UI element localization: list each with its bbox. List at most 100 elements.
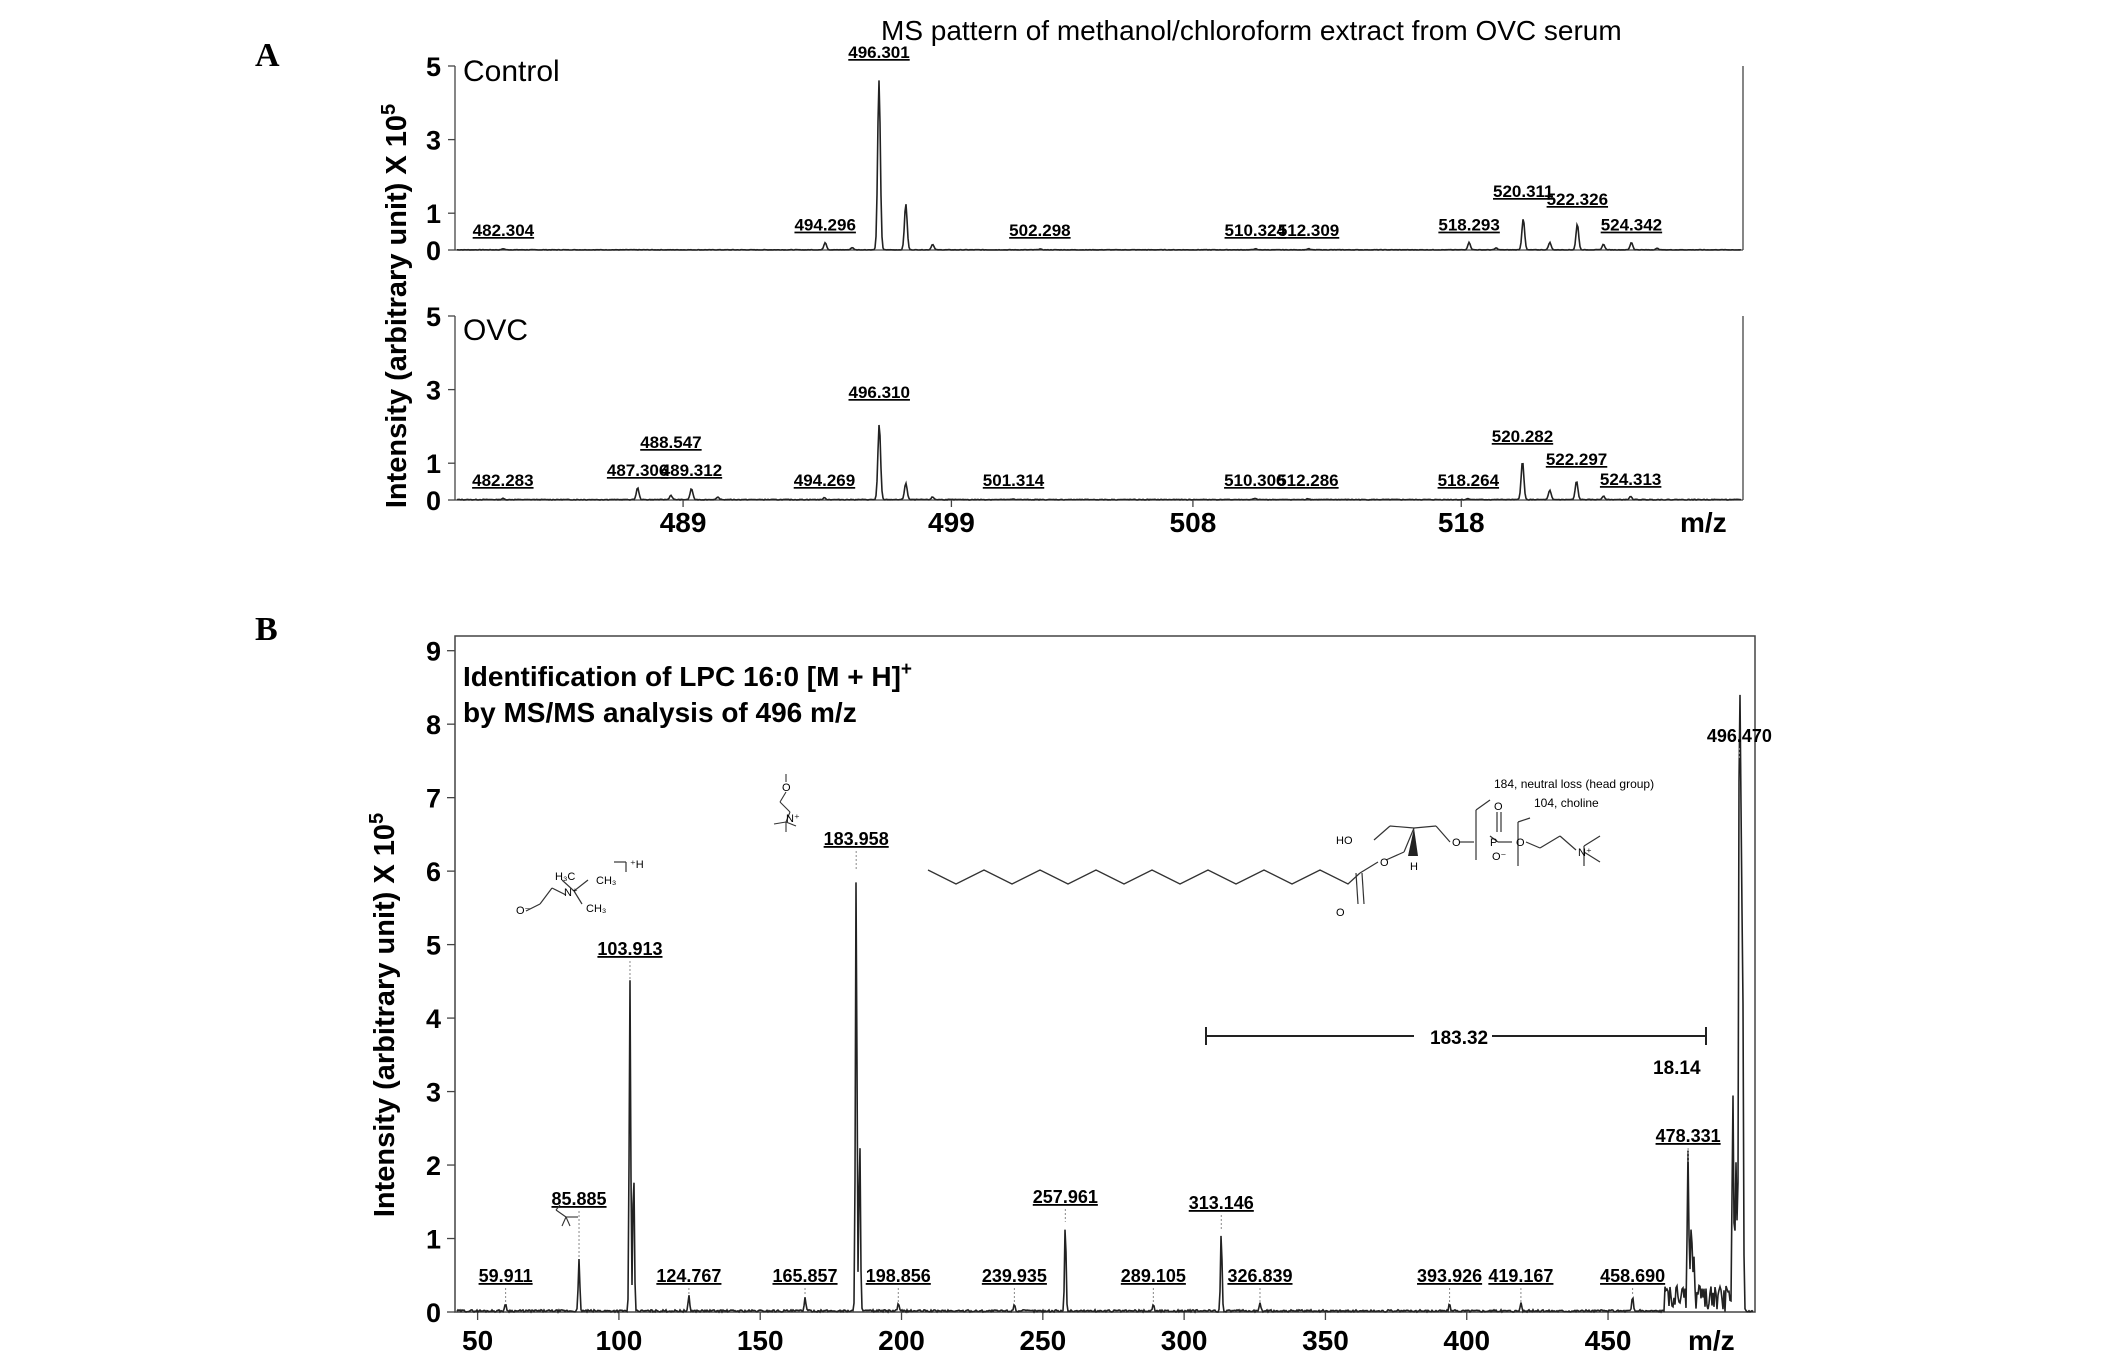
panel-b-y-tick-label: 6 xyxy=(426,857,441,887)
panel-b-x-tick-label: 50 xyxy=(462,1325,493,1356)
msms-peak-label: 257.961 xyxy=(1033,1187,1098,1207)
svg-text:O: O xyxy=(1336,907,1345,919)
svg-text:Intensity (arbitrary unit) X 1: Intensity (arbitrary unit) X 105 xyxy=(378,104,413,508)
msms-spectrum xyxy=(456,694,1754,1314)
msms-peak-label: 183.958 xyxy=(824,829,889,849)
control-peak-label: 512.309 xyxy=(1278,221,1339,240)
control-y-tick-label: 1 xyxy=(426,199,441,229)
ovc-peak-label: 522.297 xyxy=(1546,450,1607,469)
control-spectrum xyxy=(457,80,1742,251)
panel-b-y-tick-label: 1 xyxy=(426,1225,441,1255)
control-spectrum-line xyxy=(457,80,1742,251)
ovc-peak-label: 512.286 xyxy=(1277,471,1338,490)
msms-peak-label: 289.105 xyxy=(1121,1266,1186,1286)
svg-text:O⁻: O⁻ xyxy=(516,905,531,917)
msms-peak-label: 239.935 xyxy=(982,1266,1047,1286)
control-peak-label: 494.296 xyxy=(794,216,855,235)
control-peak-label: 520.311 xyxy=(1493,182,1554,201)
panel-b-x-tick-label: 200 xyxy=(878,1325,925,1356)
msms-spectrum-line xyxy=(456,694,1754,1314)
msms-peak-label: 85.885 xyxy=(551,1189,606,1209)
lpc-wedge xyxy=(1408,828,1418,856)
msms-peak-label: 496.470 xyxy=(1707,726,1772,746)
control-y-tick-label: 3 xyxy=(426,126,441,156)
ovc-y-tick-label: 0 xyxy=(426,486,441,516)
msms-peak-label: 458.690 xyxy=(1600,1266,1665,1286)
choline-fragment-label: 104, choline xyxy=(1534,796,1599,810)
ovc-peak-label: 510.306 xyxy=(1224,471,1285,490)
control-peak-label: 524.342 xyxy=(1601,216,1662,235)
panel-b-x-axis-label: m/z xyxy=(1688,1325,1735,1356)
panel-b-letter: B xyxy=(255,611,278,648)
svg-text:O: O xyxy=(1452,837,1461,849)
series-label-ovc: OVC xyxy=(463,314,528,347)
msms-peak-label: 419.167 xyxy=(1488,1266,1553,1286)
series-label-control: Control xyxy=(463,55,560,88)
msms-peak-labels: 59.911 85.885 103.913 124.767 165.857 183.958… xyxy=(479,726,1772,1303)
msms-peak-label: 165.857 xyxy=(772,1266,837,1286)
svg-text:P: P xyxy=(1490,837,1497,849)
ovc-peak-label: 520.282 xyxy=(1492,427,1553,446)
control-y-tick-label: 0 xyxy=(426,236,441,266)
panel-b-y-axis-label: Intensity (arbitrary unit) X 105 xyxy=(366,813,401,1217)
svg-text:CH₃: CH₃ xyxy=(596,875,616,887)
msms-peak-label: 124.767 xyxy=(656,1266,721,1286)
panel-b-y-tick-label: 8 xyxy=(426,710,441,740)
panel-b-y-axis-label-text: Intensity (arbitrary unit) X 10 xyxy=(369,824,401,1217)
control-peak-label: 496.301 xyxy=(848,43,909,62)
panel-a-letter: A xyxy=(255,37,280,74)
ovc-peak-label: 488.547 xyxy=(640,433,701,452)
control-y-ticks: 5 3 1 0 xyxy=(426,52,455,266)
msms-peak-label: 103.913 xyxy=(597,939,662,959)
panel-b-x-ticks: 50 100 150 200 250 300 350 400 450 xyxy=(462,1312,1631,1356)
svg-text:O: O xyxy=(1516,837,1525,849)
panel-b-y-tick-label: 9 xyxy=(426,637,441,667)
control-peak-label: 518.293 xyxy=(1438,216,1499,235)
panel-b-y-tick-label: 2 xyxy=(426,1151,441,1181)
ovc-peak-label: 524.313 xyxy=(1600,470,1661,489)
panel-b-y-ticks: 0 1 2 3 4 5 6 7 8 9 xyxy=(426,637,455,1328)
panel-b-title-line2: by MS/MS analysis of 496 m/z xyxy=(463,697,857,728)
panel-b-y-tick-label: 7 xyxy=(426,784,441,814)
lpc-structure-icon: O O HO H O P O O⁻ O N⁺ 184, neutral loss… xyxy=(927,777,1654,919)
panel-a-y-axis-label-text: Intensity (arbitrary unit) X 10 xyxy=(381,115,413,508)
msms-peak-label: 198.856 xyxy=(866,1266,931,1286)
panel-a-title: MS pattern of methanol/chloroform extrac… xyxy=(881,15,1622,46)
ovc-peak-label: 518.264 xyxy=(1438,471,1500,490)
panel-a-x-ticks: 489 499 508 518 xyxy=(660,500,1485,538)
ovc-y-tick-label: 5 xyxy=(426,302,441,332)
neutral-loss-label: 183.32 xyxy=(1430,1028,1488,1049)
panel-b-x-tick-label: 100 xyxy=(596,1325,643,1356)
ovc-peak-label: 496.310 xyxy=(849,383,910,402)
panel-b-y-tick-label: 3 xyxy=(426,1078,441,1108)
panel-b-x-tick-label: 250 xyxy=(1019,1325,1066,1356)
svg-text:H₃C: H₃C xyxy=(555,871,575,883)
ovc-y-ticks: 5 3 1 0 xyxy=(426,302,455,516)
svg-text:H: H xyxy=(1410,861,1418,873)
panel-b-y-tick-label: 0 xyxy=(426,1298,441,1328)
ovc-peak-label: 494.269 xyxy=(794,471,855,490)
ovc-peak-label: 501.314 xyxy=(983,471,1045,490)
control-peak-label: 502.298 xyxy=(1009,221,1070,240)
fragment-86-structure-icon xyxy=(555,1204,578,1227)
neutral-loss-annotation: 183.32 xyxy=(1205,1027,1707,1049)
panel-b-title-line1: Identification of LPC 16:0 [M + H]+ xyxy=(463,659,912,692)
ovc-spectrum xyxy=(456,424,1742,501)
control-peak-label: 482.304 xyxy=(473,221,535,240)
panel-b-y-axis-label-sup: 5 xyxy=(366,813,388,824)
panel-b-x-tick-label: 400 xyxy=(1443,1325,1490,1356)
control-peak-labels: 482.304 494.296 496.301 502.298 510.324512.3… xyxy=(473,43,1662,240)
control-y-tick-label: 5 xyxy=(426,52,441,82)
ovc-y-tick-label: 1 xyxy=(426,449,441,479)
svg-text:Intensity (arbitrary unit) X 1: Intensity (arbitrary unit) X 105 xyxy=(366,813,401,1217)
panel-b-y-tick-label: 5 xyxy=(426,931,441,961)
ovc-peak-label: 487.306 xyxy=(607,461,668,480)
panel-b-x-tick-label: 450 xyxy=(1585,1325,1632,1356)
panel-a-x-tick-label: 508 xyxy=(1170,507,1217,538)
ovc-peak-labels: 482.283 487.306 488.547 489.312 494.269 496.3… xyxy=(472,383,1661,490)
ovc-peak-label: 489.312 xyxy=(661,461,722,480)
svg-text:⁺H: ⁺H xyxy=(630,859,644,871)
msms-peak-label: 59.911 xyxy=(479,1266,533,1286)
